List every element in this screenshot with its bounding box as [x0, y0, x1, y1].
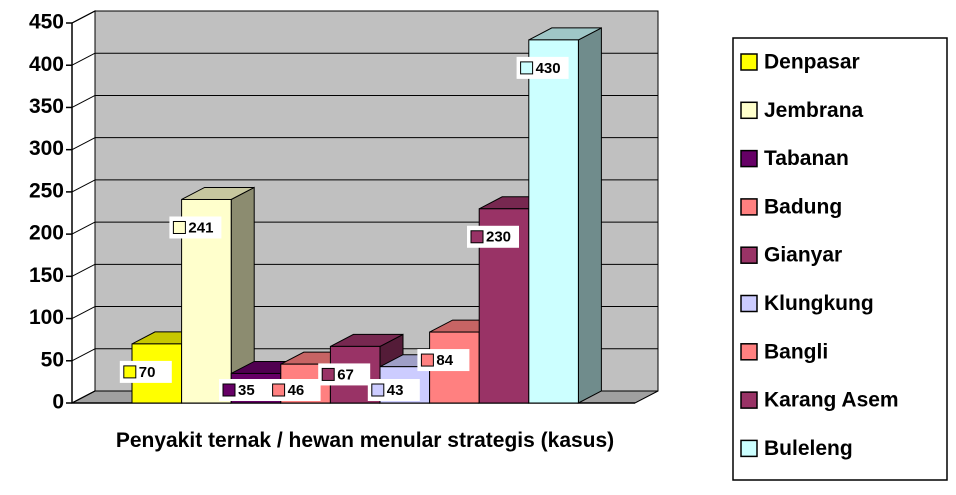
grid-line-side — [71, 263, 96, 277]
legend-box — [732, 37, 948, 481]
y-tick-label: 50 — [41, 348, 64, 371]
y-tick-label: 400 — [29, 53, 64, 76]
data-label: 67 — [337, 366, 354, 383]
data-label-key — [520, 61, 534, 75]
legend-label: Badung — [764, 195, 842, 218]
data-label-key — [470, 230, 484, 244]
data-label-key — [272, 383, 286, 397]
legend-label: Gianyar — [764, 244, 842, 267]
y-tick-label: 100 — [29, 306, 64, 329]
legend-swatch — [740, 198, 758, 216]
grid-line-side — [71, 306, 96, 319]
legend-swatch — [740, 246, 758, 264]
legend-label: Klungkung — [764, 292, 874, 315]
legend-swatch — [740, 294, 758, 313]
grid-line-side — [71, 348, 96, 362]
data-label: 35 — [238, 382, 255, 399]
data-label-key — [420, 353, 434, 367]
grid-line-side — [71, 137, 96, 151]
legend-label: Denpasar — [764, 51, 860, 74]
y-tick-label: 200 — [29, 222, 64, 245]
x-axis-label: Penyakit ternak / hewan menular strategi… — [115, 429, 615, 452]
y-tick-label: 250 — [29, 179, 64, 202]
bar — [528, 27, 602, 404]
legend-label: Tabanan — [764, 147, 849, 170]
legend-swatch — [740, 53, 758, 71]
grid-line-side — [71, 52, 96, 66]
grid-line-side — [71, 179, 96, 193]
grid-line-side — [71, 221, 96, 235]
data-label: 430 — [536, 60, 561, 77]
grid-line-side — [71, 95, 96, 108]
y-tick-label: 450 — [29, 11, 64, 34]
legend-swatch — [740, 149, 758, 168]
grid-line-side — [71, 10, 96, 24]
legend-label: Bangli — [764, 340, 828, 363]
legend-swatch — [740, 439, 758, 458]
bar-side — [577, 27, 602, 404]
data-label-key — [371, 383, 385, 397]
legend-swatch — [740, 343, 758, 361]
y-tick-label: 150 — [29, 264, 64, 287]
data-label-key — [172, 220, 186, 234]
data-label: 241 — [188, 219, 213, 236]
grid-line-side — [71, 390, 96, 404]
side-wall — [71, 10, 96, 404]
data-label: 84 — [436, 352, 453, 369]
legend-label: Buleleng — [764, 437, 853, 460]
data-label: 43 — [387, 382, 404, 399]
y-tick-label: 300 — [29, 137, 64, 160]
legend-swatch — [740, 101, 758, 120]
y-tick-label: 0 — [52, 391, 64, 414]
bar-front — [528, 39, 579, 404]
data-label: 70 — [139, 364, 156, 381]
legend-label: Karang Asem — [764, 389, 899, 412]
legend-swatch — [740, 391, 758, 409]
data-label: 46 — [288, 382, 305, 399]
data-label: 230 — [486, 229, 511, 246]
legend-label: Jembrana — [764, 99, 864, 122]
data-label-key — [321, 367, 335, 381]
data-label-key — [123, 365, 137, 379]
data-label-key — [222, 383, 236, 397]
y-tick-label: 350 — [29, 95, 64, 118]
